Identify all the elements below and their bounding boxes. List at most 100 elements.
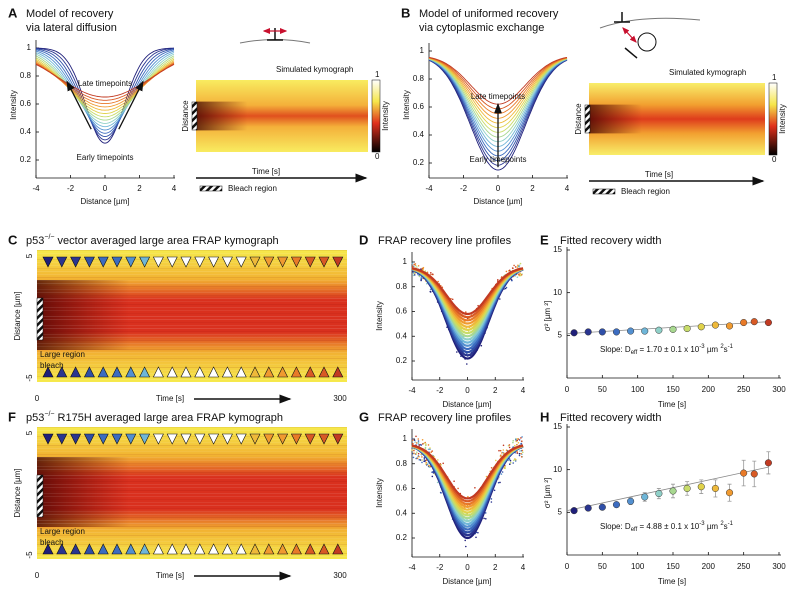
profile-point xyxy=(519,272,521,275)
kymograph-noise xyxy=(37,328,347,329)
model-curve xyxy=(35,53,175,124)
profile-point xyxy=(417,265,420,267)
kymograph-noise xyxy=(37,253,347,254)
profile-point xyxy=(508,444,511,446)
profile-point xyxy=(442,462,445,465)
timepoint-marker xyxy=(83,366,95,378)
y-tick-label: 0.4 xyxy=(396,331,408,340)
panel-title: via lateral diffusion xyxy=(26,22,117,34)
profile-point xyxy=(474,487,476,489)
model-curve xyxy=(35,48,175,138)
kymograph-noise xyxy=(37,487,347,488)
fit-line xyxy=(566,321,769,335)
timepoint-marker xyxy=(42,256,54,268)
time-label: Time [s] xyxy=(156,394,184,403)
profile-point xyxy=(436,481,439,484)
profile-point xyxy=(429,448,431,451)
timepoint-marker xyxy=(111,433,123,445)
time-label: Time [s] xyxy=(645,170,673,179)
profile-point xyxy=(429,290,432,293)
profile-point xyxy=(412,439,414,441)
timepoint-marker xyxy=(194,366,206,378)
panel-label: A xyxy=(8,5,18,20)
y-axis-label: Intensity xyxy=(9,90,18,120)
x-axis-label: Distance [µm] xyxy=(80,197,129,206)
kymograph-noise xyxy=(37,271,347,272)
profile-point xyxy=(503,452,505,455)
y-tick-label: 0.6 xyxy=(413,102,425,111)
panel-label: B xyxy=(401,5,410,20)
timepoint-marker xyxy=(249,366,261,378)
profile-point xyxy=(519,450,521,452)
slope-part: 2 xyxy=(720,344,724,350)
y-tick-label: 0.2 xyxy=(413,158,425,167)
kymograph-noise xyxy=(37,430,347,431)
timepoint-marker xyxy=(152,256,164,268)
data-point xyxy=(683,324,691,333)
profile-point xyxy=(430,272,432,274)
profile-point xyxy=(421,459,423,461)
x-tick-label: 200 xyxy=(702,562,716,571)
kymograph-noise xyxy=(37,439,347,440)
profile-point xyxy=(504,466,506,468)
kymograph-noise xyxy=(37,496,347,497)
data-point xyxy=(669,487,677,495)
profile-point xyxy=(429,288,432,291)
kymograph-noise xyxy=(37,256,347,257)
timepoint-marker xyxy=(152,433,164,445)
timepoint-marker xyxy=(42,543,54,555)
timepoint-marker xyxy=(318,433,330,445)
profile-point xyxy=(457,487,459,490)
x-tick-label: 250 xyxy=(737,562,751,571)
data-point xyxy=(764,459,772,467)
model-curve xyxy=(35,49,175,134)
kymograph-noise xyxy=(37,511,347,512)
profile-point xyxy=(519,443,522,445)
profile-point xyxy=(502,444,505,447)
x-tick-label: 0 xyxy=(565,562,570,571)
slope-part: Slope: D xyxy=(600,522,631,531)
data-point xyxy=(669,325,677,333)
timepoint-marker xyxy=(290,366,302,378)
profile-point xyxy=(425,443,427,445)
kymograph-noise xyxy=(37,433,347,434)
bleach-marker xyxy=(36,474,44,518)
timepoint-marker xyxy=(166,366,178,378)
profile-point xyxy=(501,452,503,454)
profile-point xyxy=(508,446,511,449)
data-point xyxy=(740,318,748,327)
timepoint-marker xyxy=(83,433,95,445)
data-point xyxy=(697,323,705,331)
x-tick-label: 200 xyxy=(702,385,716,394)
kymograph-noise xyxy=(37,373,347,374)
bleach-label: Large region xyxy=(40,527,85,536)
timepoint-marker xyxy=(235,543,247,555)
profile-point xyxy=(516,276,519,279)
profile-point xyxy=(517,438,520,440)
profile-point xyxy=(499,449,502,452)
data-point xyxy=(697,483,705,491)
profile-point xyxy=(518,452,521,455)
kymograph-noise xyxy=(37,514,347,515)
profile-point xyxy=(508,458,511,461)
timepoint-marker xyxy=(111,366,123,378)
profile-point xyxy=(414,263,417,265)
x-tick-label: 4 xyxy=(521,563,526,572)
kymograph-noise xyxy=(37,541,347,542)
profile-point xyxy=(518,274,520,277)
colorbar-tick: 0 xyxy=(772,155,777,164)
bleach-label: Large region xyxy=(40,350,85,359)
bleach-label: bleach xyxy=(40,361,64,370)
profile-point xyxy=(416,457,419,460)
profile-point xyxy=(417,452,420,455)
profile-point xyxy=(497,279,499,281)
timepoint-marker xyxy=(290,256,302,268)
profile-point xyxy=(423,456,426,459)
timepoint-marker xyxy=(249,543,261,555)
panel-label: F xyxy=(8,409,16,424)
colorbar-label: Intensity xyxy=(778,104,787,134)
profile-point xyxy=(418,275,421,278)
kymograph-noise xyxy=(37,370,347,371)
model-curve xyxy=(35,47,175,144)
late-label: Late timepoints xyxy=(78,79,132,88)
